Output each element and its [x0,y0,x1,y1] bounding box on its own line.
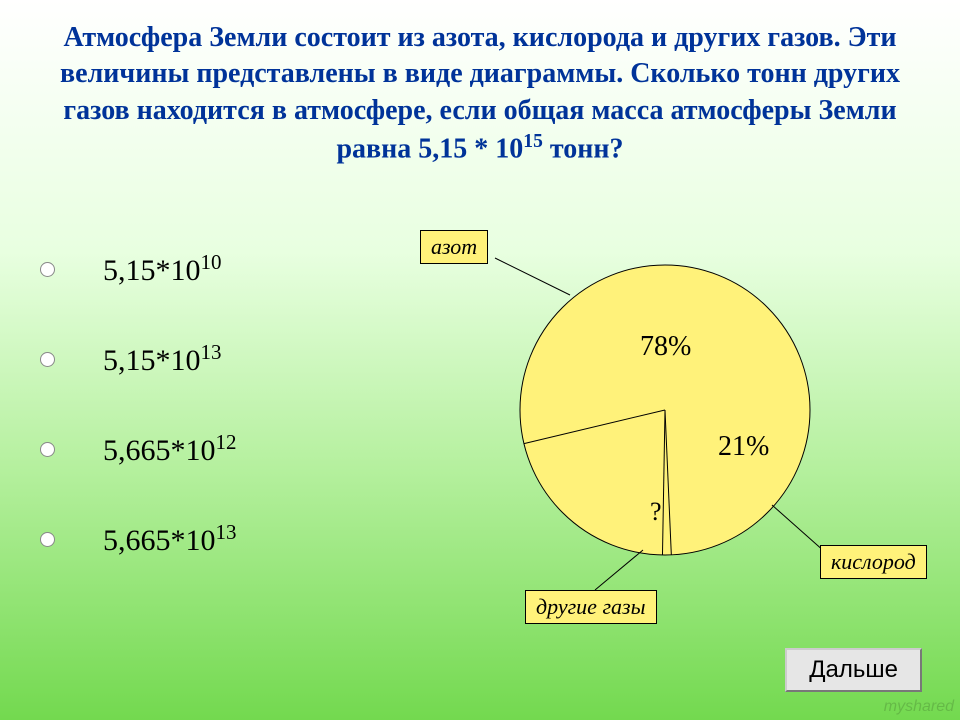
radio-icon[interactable] [40,352,55,367]
title-exp: 15 [523,131,543,152]
option-2-label: 5,15*1013 [103,340,222,378]
title-text-post: тонн? [543,134,624,165]
question-title: Атмосфера Земли состоит из азота, кислор… [40,20,920,168]
svg-text:?: ? [650,497,662,526]
callout-nitrogen: азот [420,230,488,264]
option-1[interactable]: 5,15*1010 [40,250,420,288]
radio-icon[interactable] [40,532,55,547]
watermark: myshared [884,698,954,716]
option-2[interactable]: 5,15*1013 [40,340,420,378]
option-4[interactable]: 5,665*1013 [40,520,420,558]
title-text-pre: Атмосфера Земли состоит из азота, кислор… [60,22,900,165]
callout-other: другие газы [525,590,657,624]
svg-text:21%: 21% [718,431,769,462]
option-3-label: 5,665*1012 [103,430,237,468]
svg-text:78%: 78% [640,331,691,362]
next-button[interactable]: Дальше [785,648,922,692]
callout-oxygen: кислород [820,545,927,579]
option-3[interactable]: 5,665*1012 [40,430,420,468]
answer-options: 5,15*1010 5,15*1013 5,665*1012 5,665*101… [40,250,420,610]
option-4-label: 5,665*1013 [103,520,237,558]
pie-chart: 78%21%? азот кислород другие газы [450,240,950,680]
radio-icon[interactable] [40,262,55,277]
option-1-label: 5,15*1010 [103,250,222,288]
radio-icon[interactable] [40,442,55,457]
